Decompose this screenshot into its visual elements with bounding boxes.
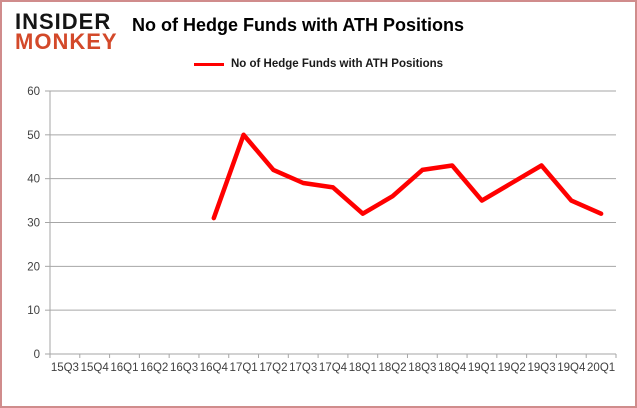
y-tick-label: 60 <box>27 86 40 98</box>
x-tick-label: 18Q2 <box>379 362 407 374</box>
chart-title: No of Hedge Funds with ATH Positions <box>132 15 464 35</box>
y-tick-label: 30 <box>27 218 40 230</box>
x-tick-label: 19Q3 <box>527 362 555 374</box>
x-tick-label: 18Q4 <box>438 362 467 374</box>
legend-line-swatch <box>193 62 224 66</box>
x-ticks <box>49 354 617 358</box>
y-tick-label: 20 <box>27 261 40 273</box>
y-tick-label: 50 <box>27 130 40 142</box>
x-tick-label: 18Q3 <box>408 362 436 374</box>
logo-text-monkey: MONKEY <box>15 29 118 54</box>
data-line <box>211 132 604 221</box>
x-tick-label: 16Q2 <box>140 362 168 374</box>
y-tick-label: 10 <box>27 305 40 317</box>
y-gridlines <box>45 90 616 355</box>
x-tick-label: 19Q2 <box>498 362 526 374</box>
y-tick-label: 40 <box>27 174 40 186</box>
x-tick-label: 15Q4 <box>81 362 110 374</box>
x-tick-label: 18Q1 <box>349 362 377 374</box>
chart-legend: No of Hedge Funds with ATH Positions <box>2 58 635 70</box>
insider-monkey-logo: INSIDER MONKEY <box>15 9 118 54</box>
axes <box>49 91 616 355</box>
x-tick-label: 15Q3 <box>51 362 79 374</box>
x-tick-label: 16Q3 <box>170 362 198 374</box>
x-tick-label: 19Q4 <box>557 362 586 374</box>
x-tick-label: 16Q4 <box>200 362 229 374</box>
x-tick-label: 17Q4 <box>319 362 348 374</box>
x-tick-label: 17Q3 <box>289 362 317 374</box>
y-axis-labels: 0 10 20 30 40 50 60 <box>27 86 40 361</box>
x-tick-label: 19Q1 <box>468 362 496 374</box>
x-tick-label: 17Q1 <box>230 362 258 374</box>
x-axis-labels: 15Q3 15Q4 16Q1 16Q2 16Q3 16Q4 17Q1 17Q2 17Q3 17Q4… <box>51 362 615 374</box>
logo-text-insider: INSIDER <box>15 9 112 34</box>
legend-label: No of Hedge Funds with ATH Positions <box>230 58 444 70</box>
y-tick-label: 0 <box>34 349 40 361</box>
x-tick-label: 16Q1 <box>110 362 138 374</box>
x-tick-label: 17Q2 <box>259 362 287 374</box>
x-tick-label: 20Q1 <box>587 362 615 374</box>
